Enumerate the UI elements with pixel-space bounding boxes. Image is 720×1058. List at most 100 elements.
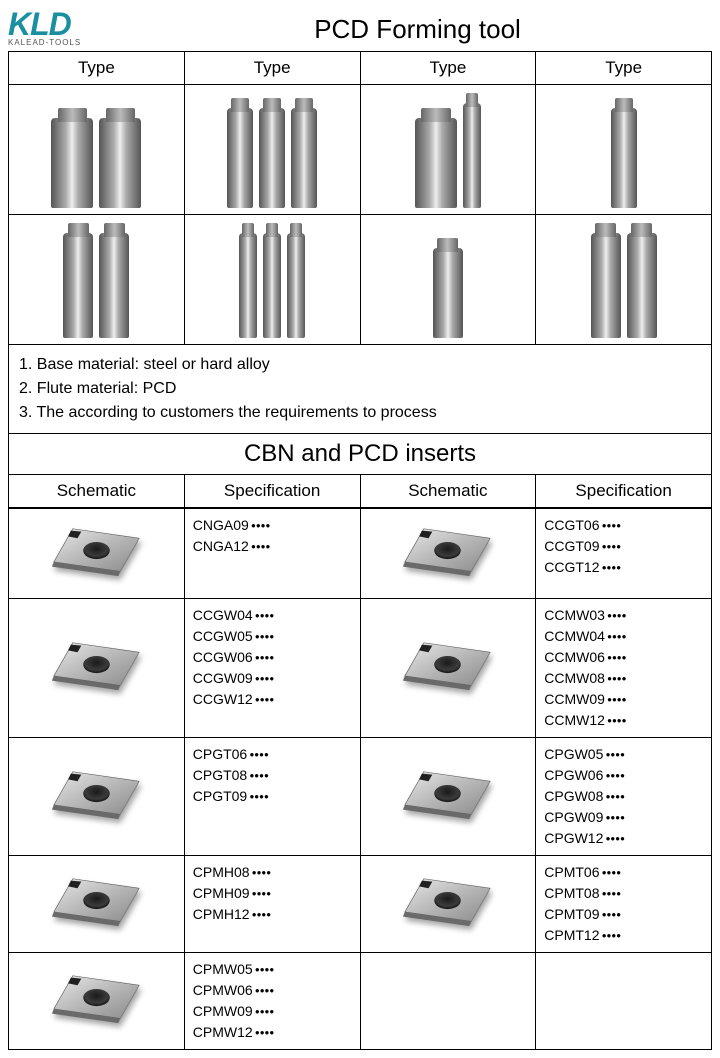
tool-icon — [627, 233, 657, 338]
spec-code: CCMW04 — [544, 626, 703, 647]
tool-icon — [239, 233, 257, 338]
brand-logo: KLD KALEAD-TOOLS — [8, 8, 123, 47]
spec-code: CCMW08 — [544, 668, 703, 689]
page-header: KLD KALEAD-TOOLS PCD Forming tool — [8, 8, 712, 47]
col-header: Type — [9, 52, 185, 85]
schematic-cell — [9, 856, 185, 953]
forming-tool-table: Type Type Type Type 1. — [8, 51, 712, 508]
insert-row: CPMW05CPMW06CPMW09CPMW12 — [9, 953, 712, 1050]
schematic-cell — [360, 509, 536, 599]
tool-image-cell — [360, 85, 536, 215]
spec-code: CPMT08 — [544, 883, 703, 904]
spec-cell: CCMW03CCMW04CCMW06CCMW08CCMW09CCMW12 — [536, 599, 712, 738]
notes-row: 1. Base material: steel or hard alloy 2.… — [9, 345, 712, 434]
spec-code: CPMT06 — [544, 862, 703, 883]
spec-code: CPMW06 — [193, 980, 352, 1001]
tool-icon — [227, 108, 253, 208]
spec-code: CPGW09 — [544, 807, 703, 828]
tool-image-cell — [536, 215, 712, 345]
insert-row: CCGW04CCGW05CCGW06CCGW09CCGW12 CCMW03CCM… — [9, 599, 712, 738]
spec-cell: CPGW05CPGW06CPGW08CPGW09CPGW12 — [536, 738, 712, 856]
spec-code: CPMH08 — [193, 862, 352, 883]
spec-cell: CPMH08CPMH09CPMH12 — [184, 856, 360, 953]
spec-code: CPMH12 — [193, 904, 352, 925]
spec-code: CPMT12 — [544, 925, 703, 946]
tool-image-cell — [536, 85, 712, 215]
spec-cell: CNGA09CNGA12 — [184, 509, 360, 599]
tool-icon — [591, 233, 621, 338]
spec-code: CCGW12 — [193, 689, 352, 710]
spec-code: CCGW09 — [193, 668, 352, 689]
tool-icon — [291, 108, 317, 208]
spec-code: CPMW09 — [193, 1001, 352, 1022]
col-header: Specification — [184, 475, 360, 508]
schematic-cell — [360, 856, 536, 953]
tool-icon — [287, 233, 305, 338]
note-line: 2. Flute material: PCD — [19, 377, 701, 401]
tool-icon — [259, 108, 285, 208]
tool-icon — [263, 233, 281, 338]
note-line: 3. The according to customers the requir… — [19, 401, 701, 425]
tool-icon — [99, 233, 129, 338]
spec-code: CCGT09 — [544, 536, 703, 557]
insert-row: CNGA09CNGA12 CCGT06CCGT09CCGT12 — [9, 509, 712, 599]
spec-code: CCMW06 — [544, 647, 703, 668]
inserts-header-row: Schematic Specification Schematic Specif… — [9, 475, 712, 508]
forming-row-2 — [9, 215, 712, 345]
spec-code: CPGT06 — [193, 744, 352, 765]
spec-code: CCGT06 — [544, 515, 703, 536]
spec-code: CCGW05 — [193, 626, 352, 647]
spec-code: CPGW06 — [544, 765, 703, 786]
tool-image-cell — [184, 215, 360, 345]
notes-cell: 1. Base material: steel or hard alloy 2.… — [9, 345, 712, 434]
spec-code: CNGA09 — [193, 515, 352, 536]
spec-code: CCGT12 — [544, 557, 703, 578]
spec-code: CPMW12 — [193, 1022, 352, 1043]
schematic-cell — [360, 599, 536, 738]
col-header: Type — [184, 52, 360, 85]
schematic-cell — [9, 738, 185, 856]
section-title-inserts: CBN and PCD inserts — [9, 434, 712, 475]
spec-cell: CPGT06CPGT08CPGT09 — [184, 738, 360, 856]
inserts-table-body: CNGA09CNGA12 CCGT06CCGT09CCGT12 CC — [8, 508, 712, 1050]
spec-code: CPGT08 — [193, 765, 352, 786]
schematic-cell — [9, 509, 185, 599]
tool-icon — [463, 103, 481, 208]
spec-code: CPMH09 — [193, 883, 352, 904]
insert-icon — [400, 874, 495, 929]
spec-code: CCGW06 — [193, 647, 352, 668]
spec-code: CNGA12 — [193, 536, 352, 557]
schematic-cell — [9, 599, 185, 738]
forming-row-1 — [9, 85, 712, 215]
spec-code: CPMT09 — [544, 904, 703, 925]
spec-code: CCMW09 — [544, 689, 703, 710]
spec-code: CPMW05 — [193, 959, 352, 980]
spec-code: CPGW05 — [544, 744, 703, 765]
insert-icon — [49, 971, 144, 1026]
logo-text: KLD — [8, 8, 123, 40]
spec-code: CPGT09 — [193, 786, 352, 807]
tool-image-cell — [360, 215, 536, 345]
spec-code: CCMW12 — [544, 710, 703, 731]
tool-icon — [611, 108, 637, 208]
spec-code: CCGW04 — [193, 605, 352, 626]
schematic-cell — [9, 953, 185, 1050]
spec-code: CPGW12 — [544, 828, 703, 849]
logo-subtext: KALEAD-TOOLS — [8, 38, 123, 47]
insert-icon — [49, 767, 144, 822]
insert-icon — [49, 524, 144, 579]
col-header: Schematic — [9, 475, 185, 508]
tool-icon — [415, 118, 457, 208]
insert-icon — [400, 638, 495, 693]
col-header: Schematic — [360, 475, 536, 508]
note-line: 1. Base material: steel or hard alloy — [19, 353, 701, 377]
col-header: Type — [536, 52, 712, 85]
insert-icon — [49, 874, 144, 929]
insert-row: CPMH08CPMH09CPMH12 CPMT06CPMT08CPMT09CPM… — [9, 856, 712, 953]
spec-code: CPGW08 — [544, 786, 703, 807]
tool-icon — [51, 118, 93, 208]
col-header: Specification — [536, 475, 712, 508]
insert-icon — [400, 767, 495, 822]
spec-cell: CCGT06CCGT09CCGT12 — [536, 509, 712, 599]
insert-row: CPGT06CPGT08CPGT09 CPGW05CPGW06CPGW08CPG… — [9, 738, 712, 856]
